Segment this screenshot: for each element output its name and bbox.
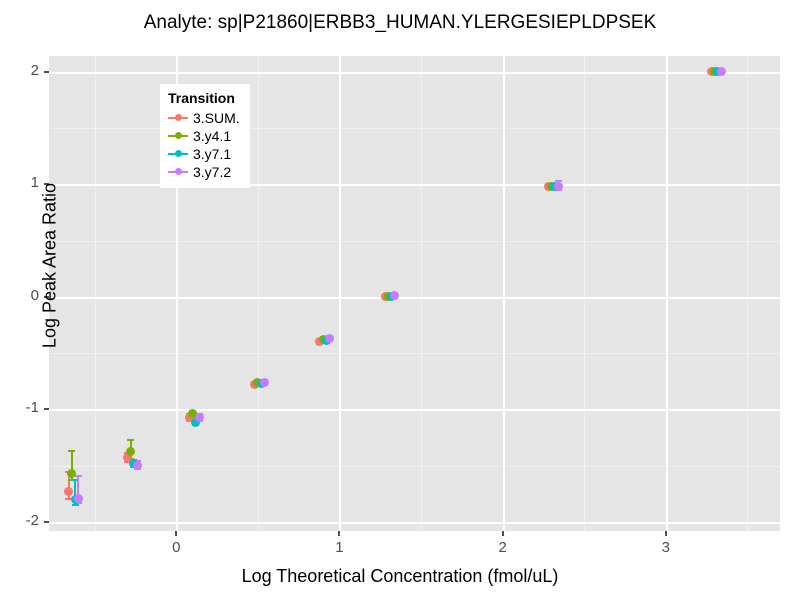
x-tick-label: 2 xyxy=(498,539,507,556)
y-tick-mark xyxy=(44,183,49,186)
y-tick-label: 0 xyxy=(30,286,39,304)
data-point xyxy=(553,182,563,192)
data-point xyxy=(259,377,269,387)
y-gridline-minor xyxy=(49,128,780,130)
legend-item[interactable]: 3.SUM. xyxy=(167,109,240,127)
x-gridline-minor xyxy=(421,56,423,531)
error-bar-cap xyxy=(71,504,79,507)
legend-item[interactable]: 3.y7.2 xyxy=(167,163,240,181)
legend-item-label: 3.SUM. xyxy=(193,110,240,126)
y-gridline-minor xyxy=(49,465,780,467)
error-bar-cap xyxy=(71,479,79,482)
legend-items: 3.SUM. 3.y4.1 3.y7.1 3.y7.2 xyxy=(167,109,240,181)
legend-item[interactable]: 3.y7.1 xyxy=(167,145,240,163)
y-tick-label: -1 xyxy=(25,399,39,417)
error-bar-cap xyxy=(68,450,76,453)
legend: Transition 3.SUM. 3.y4.1 3.y7.1 3.y7.2 xyxy=(160,84,250,188)
x-gridline-minor xyxy=(94,56,96,531)
error-bar-cap xyxy=(554,179,562,182)
y-gridline-major xyxy=(49,71,780,74)
y-tick-mark xyxy=(44,295,49,298)
error-bar-cap xyxy=(123,461,131,464)
error-bar-cap xyxy=(65,498,73,501)
x-gridline-major xyxy=(176,56,179,531)
data-point xyxy=(126,446,136,456)
x-gridline-major xyxy=(339,56,342,531)
x-gridline-minor xyxy=(584,56,586,531)
data-point xyxy=(122,453,132,463)
y-tick-label: -2 xyxy=(25,511,39,529)
y-gridline-major xyxy=(49,184,780,187)
x-gridline-minor xyxy=(257,56,259,531)
x-tick-mark xyxy=(501,531,504,536)
y-axis-label: Log Peak Area Ratio xyxy=(39,182,60,349)
legend-key-icon xyxy=(167,127,189,145)
data-point xyxy=(716,67,726,77)
x-tick-mark xyxy=(664,531,667,536)
legend-key-icon xyxy=(167,145,189,163)
data-point xyxy=(325,334,335,344)
error-bar xyxy=(67,472,70,500)
legend-item-label: 3.y7.2 xyxy=(193,164,232,180)
legend-title: Transition xyxy=(168,90,235,106)
x-gridline-major xyxy=(665,56,668,531)
y-tick-mark xyxy=(44,520,49,523)
data-point xyxy=(390,291,400,301)
y-gridline-major xyxy=(49,409,780,412)
legend-key-icon xyxy=(167,163,189,181)
page-title: Analyte: sp|P21860|ERBB3_HUMAN.YLERGESIE… xyxy=(143,12,657,33)
y-tick-mark xyxy=(44,70,49,73)
error-bar xyxy=(77,475,80,503)
data-point xyxy=(191,418,201,428)
data-point xyxy=(67,469,77,479)
data-point xyxy=(132,461,142,471)
x-tick-label: 0 xyxy=(172,539,181,556)
data-point xyxy=(73,493,83,503)
x-gridline-major xyxy=(502,56,505,531)
x-gridline-minor xyxy=(747,56,749,531)
y-gridline-major xyxy=(49,296,780,299)
legend-key-icon xyxy=(167,109,189,127)
y-tick-label: 2 xyxy=(30,61,39,79)
y-gridline-minor xyxy=(49,353,780,355)
y-gridline-minor xyxy=(49,240,780,242)
data-point xyxy=(64,487,74,497)
x-tick-label: 1 xyxy=(335,539,344,556)
error-bar-cap xyxy=(127,438,135,441)
plot-panel xyxy=(49,56,780,531)
error-bar-cap xyxy=(74,474,82,477)
error-bar xyxy=(74,480,77,506)
legend-item-label: 3.y4.1 xyxy=(193,128,232,144)
error-bar xyxy=(70,451,73,481)
x-axis-label: Log Theoretical Concentration (fmol/uL) xyxy=(241,566,559,586)
y-gridline-major xyxy=(49,521,780,524)
legend-item[interactable]: 3.y4.1 xyxy=(167,127,240,145)
x-tick-mark xyxy=(175,531,178,536)
data-point xyxy=(188,409,198,419)
y-tick-mark xyxy=(44,408,49,411)
x-tick-mark xyxy=(338,531,341,536)
x-tick-label: 3 xyxy=(661,539,670,556)
y-tick-label: 1 xyxy=(30,174,39,192)
data-point xyxy=(194,412,204,422)
legend-item-label: 3.y7.1 xyxy=(193,146,232,162)
